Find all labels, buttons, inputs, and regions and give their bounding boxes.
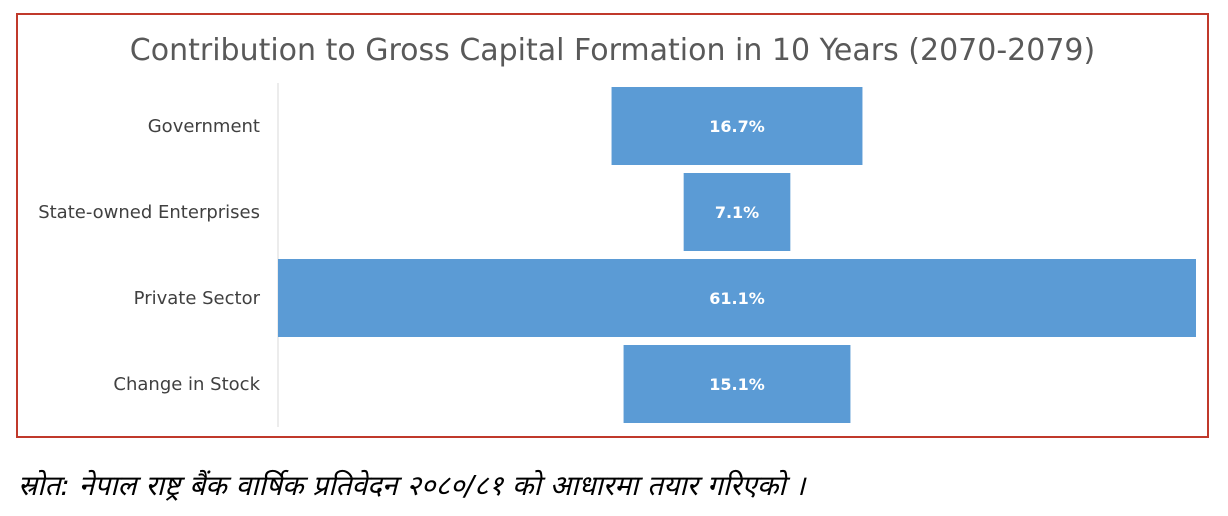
category-label: Government (148, 116, 260, 137)
data-label: 15.1% (709, 375, 765, 394)
data-label: 7.1% (715, 203, 759, 222)
category-label: Change in Stock (113, 374, 260, 395)
category-label: State-owned Enterprises (38, 202, 260, 223)
bar-government (611, 87, 863, 165)
chart-title: Contribution to Gross Capital Formation … (129, 33, 1096, 68)
data-label: 61.1% (709, 289, 765, 308)
chart-frame: Contribution to Gross Capital Formation … (16, 13, 1209, 438)
bar-private-sector (278, 259, 1196, 337)
bar-state-owned-enterprises (683, 173, 791, 251)
source-note: स्रोत: नेपाल राष्ट्र बैंक वार्षिक प्रतिव… (18, 469, 806, 502)
chart-plot-area: 16.7% Government 7.1% State-owned Enterpris… (38, 83, 1196, 427)
category-label: Private Sector (134, 288, 261, 309)
bar-change-in-stock (623, 345, 851, 423)
data-label: 16.7% (709, 117, 765, 136)
